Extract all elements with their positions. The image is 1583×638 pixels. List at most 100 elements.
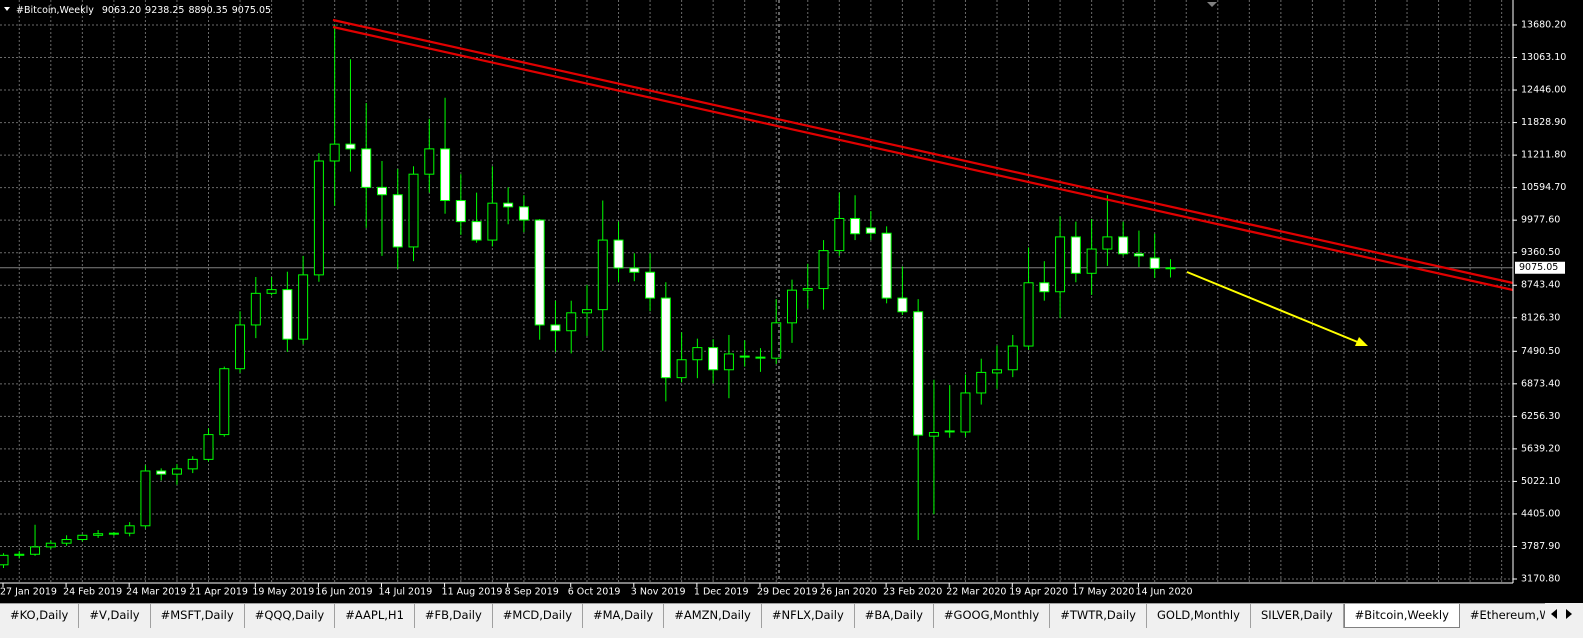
candle-body <box>361 148 372 188</box>
candle-body <box>708 347 719 371</box>
axes: 13680.20 13063.10 12446.00 11828.90 11211.80… <box>0 19 1566 597</box>
candle-body <box>629 267 640 273</box>
scroll-left[interactable] <box>1551 609 1557 619</box>
candle-body <box>1102 236 1113 250</box>
tab[interactable]: #AAPL,H1 <box>335 604 415 628</box>
candle-body <box>235 324 246 370</box>
tab[interactable]: #MCD,Daily <box>493 604 583 628</box>
tab[interactable]: #Ethereum,Weekly <box>1460 604 1545 628</box>
candle-body <box>187 458 198 470</box>
candle-body <box>45 542 56 548</box>
candle-body <box>992 369 1003 374</box>
candle-body <box>534 219 545 326</box>
candle-body <box>944 430 955 433</box>
candle-body <box>14 553 25 556</box>
x-tick-label: 6 Oct 2019 <box>568 587 621 598</box>
menu-arrow[interactable] <box>4 7 10 11</box>
candle-body <box>376 186 387 196</box>
tab[interactable]: #BA,Daily <box>855 604 934 628</box>
x-tick-label: 19 May 2019 <box>252 587 314 598</box>
tab[interactable]: #GOOG,Monthly <box>934 604 1051 628</box>
tab[interactable]: #KO,Daily <box>0 604 80 628</box>
candle-body <box>1086 248 1097 274</box>
tab[interactable]: #FB,Daily <box>415 604 493 628</box>
y-tick-label: 5022.10 <box>1521 476 1560 487</box>
candle-body <box>77 534 88 541</box>
tab[interactable]: #AMZN,Daily <box>664 604 762 628</box>
x-tick-label: 27 Jan 2019 <box>0 587 57 598</box>
chart: #Bitcoin,Weekly 9063.20 9238.25 8890.35 9075… <box>0 0 1583 603</box>
candle-body <box>487 202 498 241</box>
candle-body <box>897 297 908 313</box>
candle-body <box>1039 282 1050 293</box>
candle-body <box>203 434 214 460</box>
x-tick-label: 14 Jun 2020 <box>1135 587 1192 598</box>
scroll-right[interactable] <box>1566 609 1572 619</box>
x-tick-label: 8 Sep 2019 <box>505 587 559 598</box>
y-tick-label: 8126.30 <box>1521 312 1560 323</box>
y-tick-label: 6873.40 <box>1521 378 1560 389</box>
x-tick-label: 22 Mar 2020 <box>946 587 1006 598</box>
y-tick-label: 7490.50 <box>1521 346 1560 357</box>
candle-body <box>834 217 845 252</box>
trend-line <box>332 25 1514 292</box>
y-tick-label: 6256.30 <box>1521 411 1560 422</box>
x-tick-label: 29 Dec 2019 <box>757 587 818 598</box>
y-tick-label: 3170.80 <box>1521 574 1560 585</box>
last-price-label: 9075.05 <box>1519 262 1558 273</box>
candle-body <box>345 143 356 150</box>
tab[interactable]: #MA,Daily <box>583 604 665 628</box>
x-tick-label: 26 Jan 2020 <box>820 587 877 598</box>
y-tick-label: 11828.90 <box>1521 117 1566 128</box>
x-tick-label: 3 Nov 2019 <box>631 587 686 598</box>
chart-header: #Bitcoin,Weekly 9063.20 9238.25 8890.35 9075… <box>16 5 271 16</box>
candle-body <box>692 347 703 361</box>
tab[interactable]: #V,Daily <box>79 604 151 628</box>
x-tick-label: 24 Mar 2019 <box>126 587 186 598</box>
candle-body <box>787 289 797 324</box>
candle-body <box>392 194 403 248</box>
candle-body <box>850 217 861 235</box>
candle-body <box>219 368 230 436</box>
candle-body <box>156 470 167 475</box>
x-tick-label: 23 Feb 2020 <box>883 587 942 598</box>
tab[interactable]: #MSFT,Daily <box>151 604 245 628</box>
candle-body <box>1165 267 1176 270</box>
tab[interactable]: #NFLX,Daily <box>762 604 855 628</box>
candle-body <box>61 539 72 544</box>
candle-body <box>140 470 151 527</box>
x-tick-label: 1 Dec 2019 <box>694 587 749 598</box>
candle-body <box>802 288 813 291</box>
x-tick-label: 24 Feb 2019 <box>63 587 122 598</box>
y-tick-label: 13680.20 <box>1521 19 1566 30</box>
tab[interactable]: SILVER,Daily <box>1251 604 1344 628</box>
tab-scroll <box>1551 609 1572 619</box>
candle-body <box>440 148 451 202</box>
candle-body <box>928 431 939 437</box>
last-price-box <box>1515 261 1565 274</box>
candle-body <box>30 546 41 555</box>
candle-body <box>108 532 119 535</box>
candle-body <box>1149 257 1160 269</box>
tab[interactable]: #Bitcoin,Weekly <box>1343 604 1460 628</box>
candle-body <box>739 355 750 358</box>
y-tick-label: 8743.40 <box>1521 280 1560 291</box>
candle-body <box>613 239 624 269</box>
candle-body <box>818 250 829 290</box>
candle-body <box>171 468 182 475</box>
trend-line <box>332 18 1514 285</box>
grid <box>0 0 1513 583</box>
y-tick-label: 5639.20 <box>1521 443 1560 454</box>
y-tick-label: 3787.90 <box>1521 541 1560 552</box>
candle-body <box>550 324 561 332</box>
tab[interactable]: GOLD,Monthly <box>1147 604 1251 628</box>
candle-body <box>865 227 876 234</box>
candle-body <box>266 289 277 294</box>
candle-body <box>581 309 592 314</box>
tab[interactable]: #QQQ,Daily <box>245 604 336 628</box>
high-value: 9238.25 <box>145 5 184 16</box>
candle-body <box>408 173 419 248</box>
candles <box>0 24 1176 568</box>
tab[interactable]: #TWTR,Daily <box>1050 604 1147 628</box>
x-tick-label: 11 Aug 2019 <box>442 587 503 598</box>
